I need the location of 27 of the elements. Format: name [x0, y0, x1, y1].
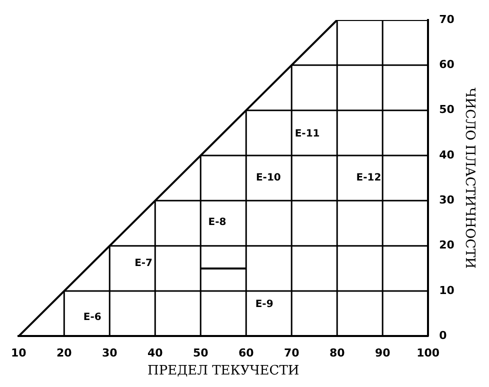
- y-tick-label: 70: [439, 12, 455, 26]
- annotation: E-8: [208, 216, 226, 228]
- x-tick-label: 100: [416, 346, 440, 360]
- y-tick-label: 40: [439, 148, 455, 162]
- y-tick-label: 20: [439, 238, 455, 252]
- x-tick-label: 30: [102, 346, 118, 360]
- x-tick-label: 90: [374, 346, 391, 360]
- annotation: E-12: [356, 172, 382, 184]
- y-tick-label: 10: [439, 284, 455, 297]
- x-tick-label: 40: [147, 346, 164, 360]
- annotation: E-10: [256, 172, 281, 184]
- annotation: E-11: [294, 128, 320, 140]
- x-tick-label: 20: [56, 346, 72, 360]
- y-tick-label: 60: [439, 58, 455, 72]
- y-axis-title: ЧИСЛО ПЛАСТИЧНОСТИ: [462, 88, 477, 269]
- x-tick-label: 10: [11, 346, 27, 360]
- x-tick-label: 80: [329, 346, 346, 360]
- x-axis-title: ПРЕДЕЛ ТЕКУЧЕСТИ: [148, 364, 300, 379]
- annotation: E-7: [134, 258, 153, 270]
- y-tick-label: 50: [439, 103, 455, 116]
- y-tick-label: 30: [439, 194, 455, 207]
- x-tick-label: 70: [284, 346, 300, 360]
- x-tick-label: 60: [238, 346, 254, 360]
- y-tick-label: 0: [439, 329, 448, 342]
- annotation: E-9: [255, 299, 274, 310]
- annotation: E-6: [83, 312, 102, 323]
- x-tick-label: 50: [192, 346, 209, 360]
